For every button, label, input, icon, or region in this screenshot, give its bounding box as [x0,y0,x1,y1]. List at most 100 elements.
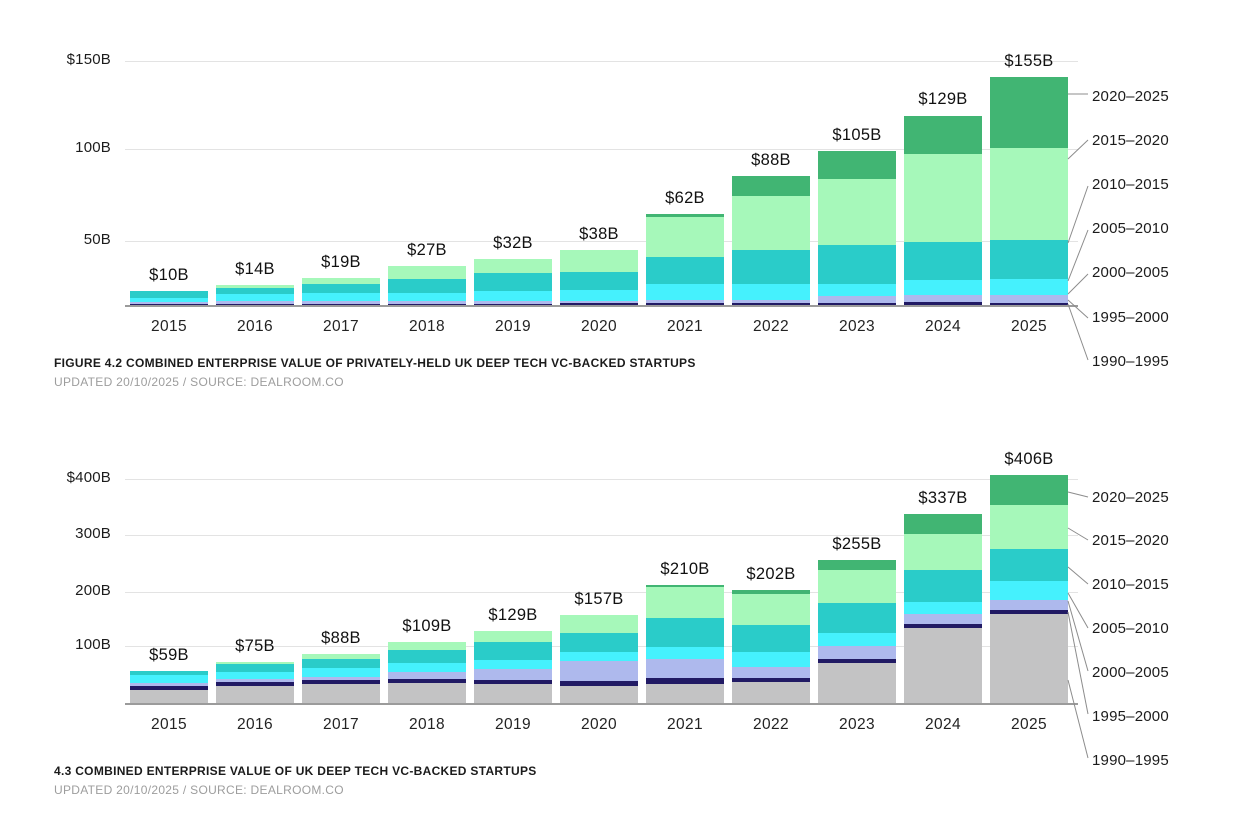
bar-segment-2022-1990–1995[interactable] [732,682,810,704]
bar-segment-2019-2000–2005[interactable] [474,669,552,680]
bar-segment-2017-2005–2010[interactable] [302,668,380,678]
bar-2021[interactable] [646,214,724,306]
bar-segment-2020-2005–2010[interactable] [560,290,638,301]
bar-segment-2022-2015–2020[interactable] [732,195,810,251]
bar-segment-2023-2005–2010[interactable] [818,284,896,297]
bar-segment-2023-2015–2020[interactable] [818,569,896,603]
bar-segment-2024-2015–2020[interactable] [904,533,982,571]
bar-segment-2022-2000–2005[interactable] [732,299,810,304]
bar-segment-2022-2010–2015[interactable] [732,625,810,653]
bar-2023[interactable] [818,559,896,704]
bar-2018[interactable] [388,642,466,704]
bar-segment-2018-2005–2010[interactable] [388,293,466,302]
bar-segment-2019-2005–2010[interactable] [474,290,552,302]
bar-segment-2015-1990–1995[interactable] [130,689,208,704]
bar-segment-2024-2010–2015[interactable] [904,570,982,603]
bar-segment-2020-2010–2015[interactable] [560,272,638,291]
bar-segment-2021-2010–2015[interactable] [646,256,724,285]
bar-segment-2020-1995–2000[interactable] [560,303,638,306]
bar-segment-2023-1995–2000[interactable] [818,302,896,306]
bar-segment-2019-2010–2015[interactable] [474,642,552,660]
bar-segment-2025-1995–2000[interactable] [990,609,1068,614]
bar-2019[interactable] [474,631,552,704]
bar-segment-2021-1995–2000[interactable] [646,303,724,306]
bar-segment-2024-1990–1995[interactable] [904,628,982,704]
bar-segment-2024-2005–2010[interactable] [904,280,982,296]
bar-segment-2018-2005–2010[interactable] [388,662,466,673]
bar-segment-2018-2000–2005[interactable] [388,301,466,304]
bar-segment-2022-1995–2000[interactable] [732,678,810,683]
bar-segment-2022-2000–2005[interactable] [732,666,810,679]
bar-segment-2021-1990–1995[interactable] [646,683,724,704]
bar-segment-2020-1990–1995[interactable] [560,685,638,704]
bar-segment-2016-2005–2010[interactable] [216,294,294,301]
bar-segment-2023-2000–2005[interactable] [818,296,896,303]
bar-2021[interactable] [646,585,724,704]
bar-segment-2018-2015–2020[interactable] [388,266,466,279]
bar-2017[interactable] [302,654,380,704]
bar-segment-2024-2015–2020[interactable] [904,153,982,243]
bar-segment-2023-2010–2015[interactable] [818,245,896,285]
bar-segment-2021-2005–2010[interactable] [646,284,724,300]
bar-segment-2024-1995–2000[interactable] [904,623,982,629]
bar-segment-2023-2005–2010[interactable] [818,632,896,647]
bar-segment-2016-1990–1995[interactable] [216,685,294,704]
bar-segment-2022-2005–2010[interactable] [732,652,810,667]
bar-segment-2024-2020–2025[interactable] [904,513,982,534]
bar-segment-2015-2005–2010[interactable] [130,675,208,683]
bar-segment-2017-2005–2010[interactable] [302,292,380,301]
bar-segment-2025-2010–2015[interactable] [990,240,1068,280]
bar-segment-2021-2000–2005[interactable] [646,299,724,304]
bar-segment-2017-1995–2000[interactable] [302,303,380,306]
bar-segment-2017-1995–2000[interactable] [302,679,380,684]
bar-segment-2025-2005–2010[interactable] [990,279,1068,296]
bar-segment-2021-1995–2000[interactable] [646,678,724,684]
bar-segment-2016-1995–2000[interactable] [216,681,294,686]
bar-2024[interactable] [904,513,982,704]
bar-segment-2019-2015–2020[interactable] [474,631,552,643]
bar-segment-2018-1990–1995[interactable] [388,683,466,704]
bar-segment-2025-2010–2015[interactable] [990,548,1068,581]
bar-segment-2015-2005–2010[interactable] [130,297,208,303]
bar-segment-2016-1995–2000[interactable] [216,303,294,306]
bar-segment-2019-1995–2000[interactable] [474,679,552,685]
bar-segment-2019-2000–2005[interactable] [474,301,552,304]
bar-segment-2018-2000–2005[interactable] [388,672,466,679]
bar-segment-2025-2000–2005[interactable] [990,600,1068,610]
bar-segment-2018-1995–2000[interactable] [388,303,466,306]
bar-segment-2025-2000–2005[interactable] [990,295,1068,303]
bar-segment-2016-2000–2005[interactable] [216,679,294,682]
bar-segment-2020-2000–2005[interactable] [560,300,638,304]
bar-segment-2024-2000–2005[interactable] [904,614,982,624]
bar-segment-2021-2020–2025[interactable] [646,214,724,218]
bar-segment-2019-2015–2020[interactable] [474,258,552,274]
bar-segment-2017-2015–2020[interactable] [302,654,380,659]
bar-segment-2018-2015–2020[interactable] [388,642,466,651]
bar-segment-2018-1995–2000[interactable] [388,678,466,684]
bar-segment-2025-2020–2025[interactable] [990,474,1068,506]
bar-segment-2022-2010–2015[interactable] [732,250,810,284]
bar-2022[interactable] [732,589,810,704]
bar-segment-2019-1990–1995[interactable] [474,684,552,704]
bar-segment-2021-2015–2020[interactable] [646,586,724,618]
bar-segment-2019-1995–2000[interactable] [474,303,552,306]
bar-segment-2017-2010–2015[interactable] [302,658,380,669]
bar-segment-2021-2000–2005[interactable] [646,658,724,679]
bar-segment-2015-2000–2005[interactable] [130,682,208,686]
bar-segment-2016-2015–2020[interactable] [216,661,294,664]
bar-segment-2025-2020–2025[interactable] [990,77,1068,148]
bar-segment-2016-2005–2010[interactable] [216,671,294,680]
bar-segment-2015-1995–2000[interactable] [130,685,208,690]
bar-segment-2023-2000–2005[interactable] [818,646,896,659]
bar-segment-2025-2015–2020[interactable] [990,147,1068,240]
bar-segment-2020-1995–2000[interactable] [560,681,638,686]
bar-segment-2022-1995–2000[interactable] [732,303,810,306]
bar-2019[interactable] [474,258,552,306]
bar-segment-2021-2010–2015[interactable] [646,617,724,647]
bar-segment-2017-1990–1995[interactable] [302,683,380,704]
bar-segment-2018-2010–2015[interactable] [388,650,466,663]
bar-segment-2022-2020–2025[interactable] [732,589,810,595]
bar-segment-2025-2005–2010[interactable] [990,580,1068,601]
bar-2022[interactable] [732,176,810,306]
bar-2015[interactable] [130,670,208,704]
